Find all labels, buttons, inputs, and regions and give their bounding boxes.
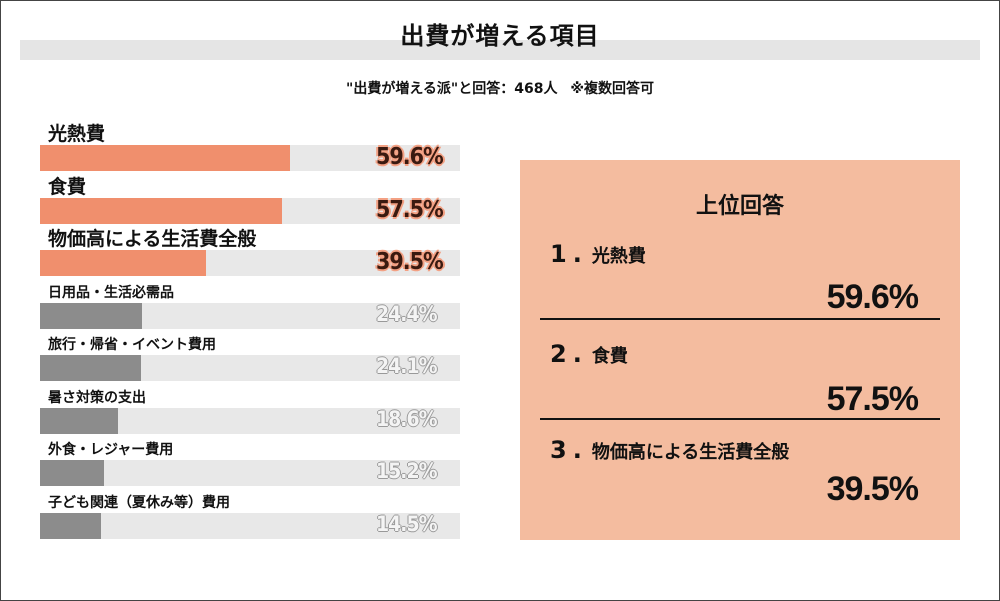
rank-text: 物価高による生活費全般 (591, 442, 790, 463)
rank-dot: . (572, 436, 582, 464)
bar (40, 407, 119, 434)
bar-value-label: 39.5% (376, 249, 444, 275)
rank-number: 2 (550, 340, 567, 368)
bar-label: 子ども関連（夏休み等）費用 (48, 494, 230, 511)
rank-value: 39.5% (826, 470, 919, 508)
bar (40, 197, 282, 224)
bar-track (40, 355, 460, 381)
bar-track (40, 197, 460, 224)
bar-value-label: 15.2% (376, 459, 438, 483)
rank-item-1: 1. 光熱費 59.6% (540, 240, 940, 320)
bar-label: 光熱費 (48, 123, 106, 145)
bar-label: 食費 (48, 175, 87, 198)
bar-value-label: 24.4% (376, 301, 438, 326)
bar (40, 460, 104, 486)
rank-divider (540, 318, 940, 320)
chart-title: 出費が増える項目 (400, 22, 600, 50)
bar (40, 302, 143, 329)
rank-item-2: 2. 食費 57.5% (540, 340, 940, 420)
rank-text: 食費 (591, 346, 628, 367)
rank-divider (540, 418, 940, 420)
rank-value: 59.6% (826, 278, 919, 316)
bar-track (40, 460, 460, 486)
bar-value-label: 18.6% (376, 406, 438, 431)
rank-dot: . (572, 340, 582, 368)
bar (40, 145, 291, 171)
bar-value-label: 24.1% (376, 354, 438, 378)
rank-number: 1 (550, 240, 567, 268)
note-text: ※複数回答可 (570, 81, 654, 97)
bar-track (40, 145, 460, 171)
rank-value: 57.5% (826, 380, 919, 418)
rank-item-label: 2. 食費 (550, 340, 628, 368)
rank-dot: . (572, 240, 582, 268)
title-band (20, 40, 980, 60)
bar-value-label: 14.5% (376, 511, 438, 536)
bar-value-label: 57.5% (376, 196, 444, 223)
panel-title: 上位回答 (695, 194, 784, 219)
bar-track (40, 407, 460, 434)
bar-label: 日用品・生活必需品 (48, 284, 174, 301)
bar-track (40, 250, 460, 276)
bar-track (40, 512, 460, 539)
bar-label: 旅行・帰省・イベント費用 (48, 337, 216, 353)
bar-label: 外食・レジャー費用 (48, 442, 174, 458)
rank-item-label: 1. 光熱費 (550, 240, 646, 268)
bar (40, 250, 206, 276)
bar (40, 512, 101, 539)
bar-label: 暑さ対策の支出 (48, 389, 146, 406)
rank-text: 光熱費 (591, 246, 646, 267)
chart-subtitle: "出費が増える派"と回答：468人 ※複数回答可 (0, 78, 1000, 98)
bar-track (40, 302, 460, 329)
respondents-text: "出費が増える派"と回答：468人 (346, 81, 558, 97)
top-answers-panel: 上位回答 1. 光熱費 59.6% 2. 食費 57.5% 3. 物価高による生活費全… (520, 160, 960, 540)
rank-number: 3 (550, 436, 567, 464)
bar-label: 物価高による生活費全般 (48, 228, 257, 250)
rank-item-label: 3. 物価高による生活費全般 (550, 436, 789, 464)
bar (40, 355, 142, 381)
bar-value-label: 59.6% (376, 144, 444, 170)
rank-item-3: 3. 物価高による生活費全般 39.5% (540, 436, 940, 514)
